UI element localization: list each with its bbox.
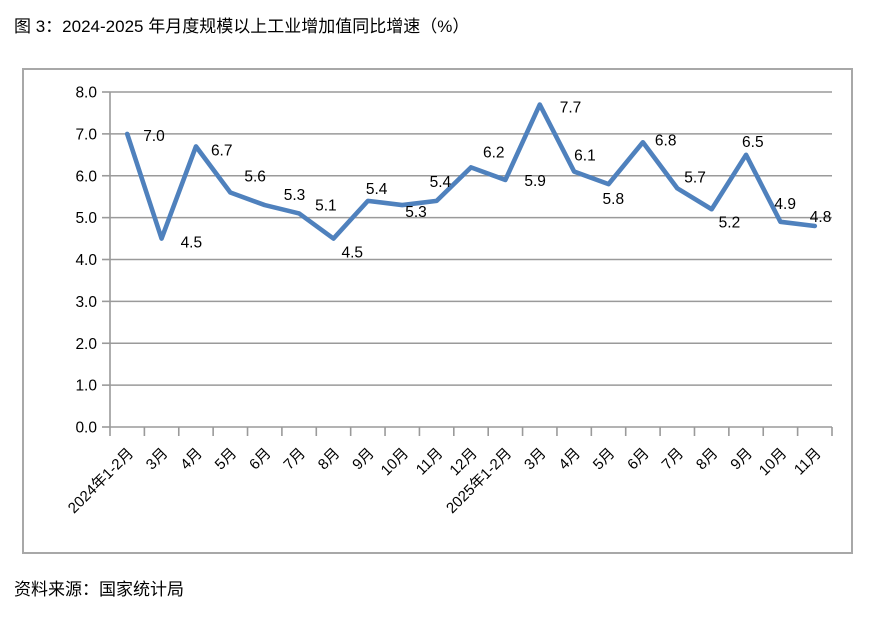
svg-text:11月: 11月	[791, 445, 825, 479]
svg-text:6月: 6月	[246, 445, 275, 474]
svg-text:4.5: 4.5	[341, 245, 363, 262]
svg-text:8月: 8月	[693, 445, 722, 474]
svg-text:10月: 10月	[756, 445, 790, 479]
svg-text:6月: 6月	[624, 445, 653, 474]
svg-text:4.0: 4.0	[75, 252, 97, 269]
svg-text:7.0: 7.0	[143, 128, 165, 145]
svg-text:5.1: 5.1	[315, 197, 337, 214]
svg-text:8.0: 8.0	[75, 85, 97, 102]
svg-text:5.3: 5.3	[284, 187, 306, 204]
svg-text:8月: 8月	[315, 445, 344, 474]
svg-text:3月: 3月	[143, 445, 172, 474]
svg-text:6.8: 6.8	[655, 132, 677, 149]
svg-text:5.4: 5.4	[366, 181, 388, 198]
svg-text:5月: 5月	[212, 445, 241, 474]
svg-text:6.7: 6.7	[211, 142, 233, 159]
svg-text:3.0: 3.0	[75, 294, 97, 311]
svg-text:5月: 5月	[590, 445, 619, 474]
svg-text:1.0: 1.0	[75, 378, 97, 395]
svg-text:5.9: 5.9	[524, 173, 546, 190]
svg-text:6.2: 6.2	[483, 144, 505, 161]
svg-text:2.0: 2.0	[75, 336, 97, 353]
svg-text:6.5: 6.5	[742, 134, 764, 151]
svg-text:4.9: 4.9	[774, 196, 796, 213]
svg-text:5.0: 5.0	[75, 210, 97, 227]
svg-text:7月: 7月	[280, 445, 309, 474]
svg-text:4.8: 4.8	[810, 209, 832, 226]
svg-text:9月: 9月	[349, 445, 378, 474]
svg-text:7月: 7月	[659, 445, 688, 474]
svg-text:0.0: 0.0	[75, 420, 97, 437]
svg-text:11月: 11月	[413, 445, 447, 479]
svg-text:10月: 10月	[378, 445, 412, 479]
svg-text:4月: 4月	[555, 445, 584, 474]
svg-text:7.7: 7.7	[560, 100, 582, 117]
svg-text:4月: 4月	[177, 445, 206, 474]
svg-text:2024年1-2月: 2024年1-2月	[65, 445, 137, 517]
svg-text:5.7: 5.7	[684, 169, 706, 186]
figure-title: 图 3：2024-2025 年月度规模以上工业增加值同比增速（%）	[14, 17, 470, 36]
svg-text:3月: 3月	[521, 445, 550, 474]
svg-text:5.8: 5.8	[603, 191, 625, 208]
source-note: 资料来源：国家统计局	[14, 580, 184, 599]
svg-text:6.1: 6.1	[574, 148, 596, 165]
chart-container: 0.0 1.0 2.0 3.0 4.0 5.0 6.0 7.0 8.0 2024年1-2月 3月 4月…	[22, 68, 853, 554]
svg-text:5.2: 5.2	[719, 214, 741, 231]
svg-text:5.6: 5.6	[244, 169, 266, 186]
svg-text:7.0: 7.0	[75, 126, 97, 143]
svg-text:5.3: 5.3	[405, 204, 427, 221]
svg-text:5.4: 5.4	[430, 174, 452, 191]
svg-text:6.0: 6.0	[75, 168, 97, 185]
svg-text:4.5: 4.5	[181, 235, 203, 252]
svg-text:9月: 9月	[727, 445, 756, 474]
